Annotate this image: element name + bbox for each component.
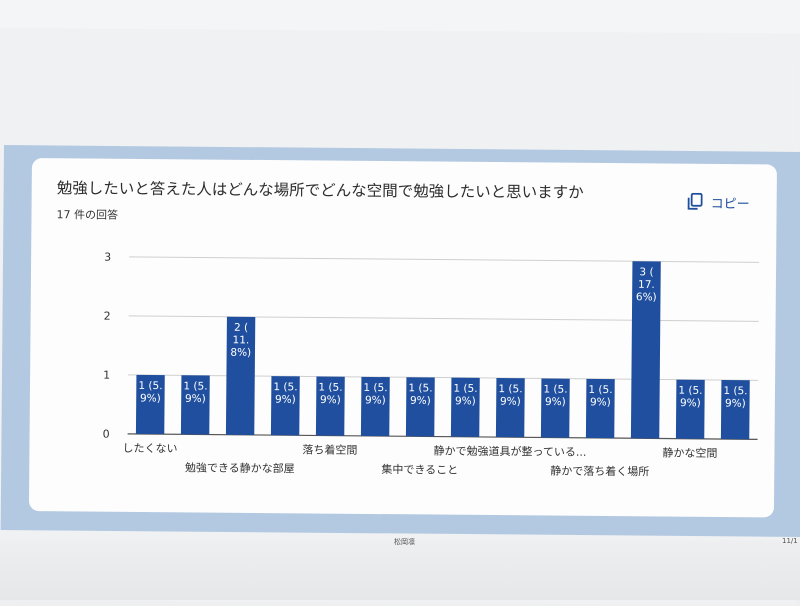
data-label: 2 ( <box>234 322 248 334</box>
data-label: 1 (5. <box>363 382 387 394</box>
data-label: 1 (5. <box>273 381 297 393</box>
data-label: 1 (5. <box>498 383 522 395</box>
y-tick-label: 2 <box>104 310 111 323</box>
data-label: 1 (5. <box>408 382 432 394</box>
data-label: 9%) <box>590 396 611 408</box>
data-label: 8%) <box>230 347 251 359</box>
bar[interactable] <box>450 377 480 437</box>
bars-layer: 1 (5.9%)1 (5.9%)2 (11.8%)1 (5.9%)1 (5.9%… <box>135 261 750 440</box>
x-tick-label: 落ち着空間 <box>302 442 357 456</box>
data-label: 9%) <box>185 393 206 405</box>
footer-author: 松岡凛 <box>394 538 415 546</box>
gridline <box>128 315 759 322</box>
y-tick-label: 1 <box>103 369 110 382</box>
copy-icon <box>687 192 703 210</box>
data-label: 1 (5. <box>318 382 342 394</box>
bar[interactable] <box>495 378 525 438</box>
data-label: 6%) <box>636 291 657 303</box>
data-label: 9%) <box>320 394 341 406</box>
x-tick-label: 静かで落ち着く場所 <box>550 464 649 479</box>
data-label: 1 (5. <box>588 384 612 396</box>
x-tick-label: したくない <box>122 442 177 455</box>
data-label: 11. <box>233 334 250 346</box>
bar[interactable] <box>180 375 210 435</box>
gridline <box>127 433 758 440</box>
bar[interactable] <box>270 376 300 436</box>
data-label: 9%) <box>455 395 476 407</box>
y-tick-label: 0 <box>103 428 110 441</box>
data-label: 1 (5. <box>543 383 567 395</box>
chart-card: 勉強したいと答えた人はどんな場所でどんな空間で勉強したいと思いますか 17 件の… <box>28 158 777 518</box>
data-label: 1 (5. <box>453 383 477 395</box>
data-label: 9%) <box>680 397 701 409</box>
data-label: 17. <box>638 279 655 291</box>
data-label: 1 (5. <box>723 385 747 397</box>
bar[interactable] <box>360 376 390 437</box>
bar[interactable] <box>315 376 345 436</box>
data-label: 1 (5. <box>138 380 162 392</box>
data-label: 9%) <box>410 395 431 407</box>
data-label: 9%) <box>365 394 386 406</box>
x-tick-label: 静かな空間 <box>662 446 717 460</box>
x-tick-label: 静かで勉強道具が整っている... <box>433 444 586 459</box>
data-label: 9%) <box>140 392 161 404</box>
copy-button[interactable]: コピー <box>687 192 750 213</box>
y-tick-label: 3 <box>104 251 111 264</box>
bar[interactable] <box>405 377 435 437</box>
bar[interactable] <box>720 380 750 440</box>
x-tick-label: 勉強できる静かな部屋 <box>185 460 295 475</box>
data-label: 9%) <box>500 396 521 408</box>
page-shadow <box>0 540 800 600</box>
data-label: 1 (5. <box>183 380 207 392</box>
bar[interactable] <box>135 374 165 435</box>
data-label: 3 ( <box>639 266 653 278</box>
data-label: 9%) <box>545 396 566 408</box>
bar[interactable] <box>225 316 256 435</box>
gridline <box>129 256 760 263</box>
x-tick-label: 集中できること <box>381 462 458 477</box>
data-label: 9%) <box>275 394 296 406</box>
footer-page-number: 11/1 <box>782 537 798 545</box>
data-label: 1 (5. <box>678 385 702 397</box>
bar[interactable] <box>540 378 570 438</box>
data-label: 9%) <box>725 398 746 410</box>
bar[interactable] <box>675 379 705 439</box>
bar[interactable] <box>630 261 661 439</box>
gridline <box>128 374 759 381</box>
bar[interactable] <box>585 378 615 439</box>
